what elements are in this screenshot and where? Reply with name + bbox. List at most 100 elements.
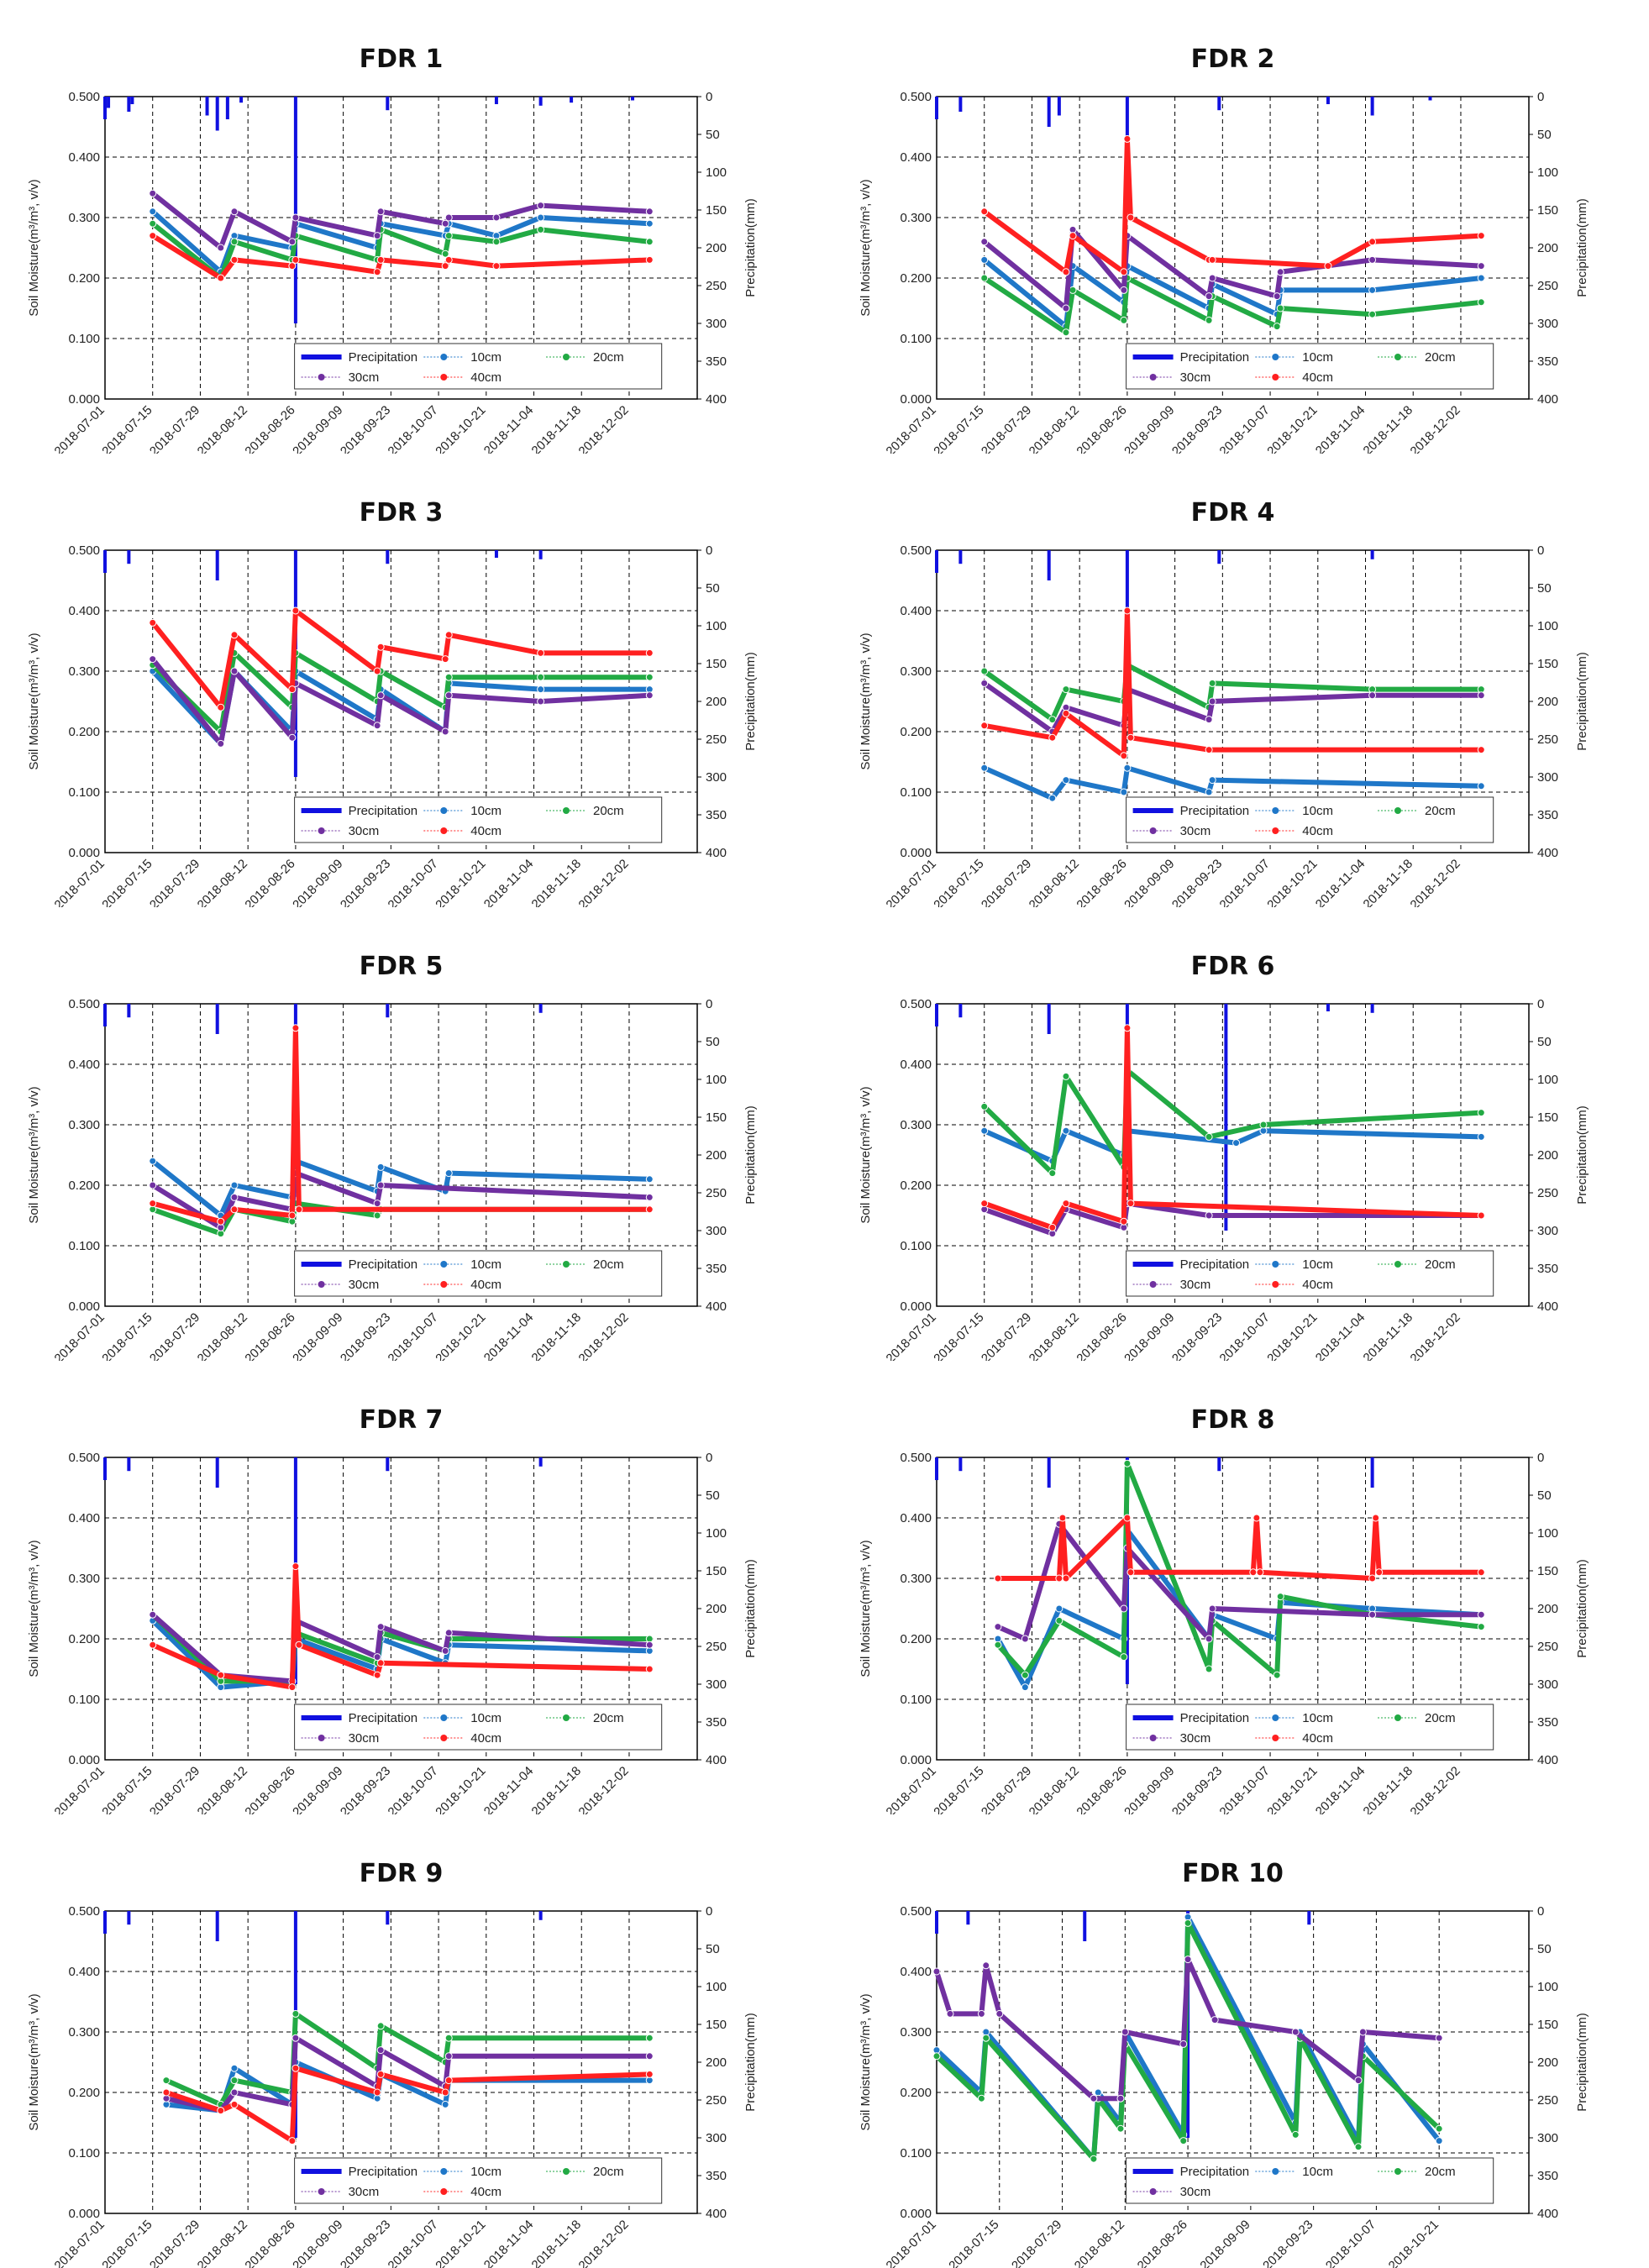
x-tick-label: 2018-10-07 — [386, 403, 441, 454]
data-point — [1021, 1671, 1029, 1679]
data-point — [537, 213, 545, 222]
y2-axis-label: Precipitation(mm) — [743, 1559, 758, 1658]
chart-title: FDR 10 — [1182, 1859, 1284, 1888]
x-tick-label: 2018-11-18 — [1361, 1310, 1415, 1361]
y2-tick-label: 150 — [706, 203, 727, 218]
y2-tick-label: 300 — [1537, 317, 1558, 331]
data-point — [288, 1211, 297, 1220]
data-point — [149, 618, 157, 627]
legend-marker — [440, 827, 448, 834]
data-point — [1368, 1610, 1377, 1619]
data-point — [994, 1641, 1002, 1649]
data-point — [149, 207, 157, 216]
precip-bar — [1047, 1457, 1051, 1488]
x-tick-label: 2018-11-04 — [1313, 1764, 1368, 1814]
y2-tick-label: 250 — [706, 1186, 727, 1200]
precip-bar — [127, 1911, 131, 1925]
data-point — [441, 727, 449, 736]
data-point — [1123, 1514, 1132, 1522]
legend-marker — [1272, 807, 1279, 814]
data-point — [230, 2076, 239, 2085]
x-tick-label: 2018-07-01 — [884, 857, 939, 907]
data-point — [645, 1665, 654, 1673]
y-tick-label: 0.000 — [900, 846, 932, 860]
x-tick-label: 2018-12-02 — [576, 403, 632, 454]
data-point — [230, 667, 239, 675]
x-tick-label: 2018-11-18 — [529, 857, 584, 907]
chart-svg: FDR 10 0.000 0.100 0.200 0.300 0.400 0.500 0 50 1… — [859, 1859, 1589, 2268]
y2-tick-label: 100 — [1537, 619, 1558, 633]
chart-svg: FDR 7 0.000 0.100 0.200 0.300 0.400 0.500 0 50 10… — [27, 1405, 758, 1814]
data-point — [1048, 733, 1057, 742]
series-line-40cm — [984, 608, 1482, 759]
data-point — [1477, 1132, 1485, 1141]
legend-label: Precipitation — [349, 1257, 418, 1272]
x-tick-label: 2018-08-26 — [242, 857, 297, 907]
data-point — [376, 1659, 385, 1667]
y2-tick-label: 150 — [1537, 1564, 1558, 1578]
precip-bar — [935, 550, 938, 573]
legend-marker — [1394, 807, 1401, 814]
chart-panel-9: FDR 9 0.000 0.100 0.200 0.300 0.400 0.500 0 50 10… — [8, 1823, 790, 2268]
y-tick-label: 0.500 — [68, 1904, 100, 1919]
data-point — [149, 1610, 157, 1619]
precip-bar — [958, 1457, 963, 1472]
data-point — [291, 2009, 300, 2018]
x-tick-label: 2018-07-29 — [979, 1310, 1034, 1361]
precip-bar — [215, 1457, 219, 1488]
data-point — [1184, 1956, 1192, 1964]
data-point — [977, 2094, 985, 2103]
y2-tick-label: 300 — [706, 2131, 727, 2145]
y2-tick-label: 300 — [1537, 1677, 1558, 1692]
y-tick-label: 0.500 — [68, 997, 100, 1011]
series-line-10cm — [934, 1914, 1442, 2162]
precip-bar — [1370, 1457, 1374, 1488]
legend-label: 20cm — [593, 2165, 624, 2179]
data-point — [376, 691, 385, 700]
y2-tick-label: 50 — [1537, 581, 1552, 596]
legend-label: 10cm — [470, 1257, 502, 1272]
legend-label: Precipitation — [1180, 350, 1250, 365]
data-point — [1120, 286, 1128, 294]
legend-marker — [1149, 2188, 1157, 2195]
x-tick-label: 2018-07-29 — [1009, 2218, 1064, 2268]
data-point — [1368, 1574, 1377, 1583]
data-point — [230, 2088, 239, 2097]
precip-bar — [494, 550, 498, 558]
x-tick-label: 2018-07-29 — [147, 403, 202, 454]
data-point — [1120, 1604, 1128, 1613]
legend — [294, 1704, 663, 1751]
y2-tick-label: 400 — [1537, 392, 1558, 407]
legend-marker — [318, 2188, 325, 2195]
precip-bar — [1083, 1911, 1087, 1941]
y2-tick-label: 250 — [1537, 732, 1558, 747]
y2-tick-label: 150 — [706, 657, 727, 671]
legend-marker — [1272, 2168, 1279, 2175]
data-point — [1205, 1132, 1213, 1141]
legend-label: 10cm — [470, 1711, 502, 1725]
y2-tick-label: 0 — [706, 543, 712, 558]
data-point — [1291, 2028, 1300, 2036]
data-point — [288, 238, 297, 246]
data-point — [1205, 746, 1213, 754]
y2-tick-label: 250 — [706, 279, 727, 293]
data-point — [645, 219, 654, 228]
x-tick-label: 2018-07-29 — [147, 1310, 202, 1361]
y-tick-label: 0.100 — [68, 332, 100, 346]
legend-marker — [1149, 1281, 1157, 1288]
data-point — [444, 213, 453, 222]
y-tick-label: 0.200 — [900, 1179, 932, 1193]
y-tick-label: 0.500 — [900, 1451, 932, 1465]
legend-label: 30cm — [1180, 2185, 1211, 2199]
y-tick-label: 0.400 — [68, 1511, 100, 1525]
data-point — [980, 238, 989, 246]
y2-tick-label: 200 — [706, 1602, 727, 1616]
precip-bar — [205, 97, 209, 116]
x-tick-label: 2018-10-07 — [1217, 403, 1273, 454]
legend-marker — [1394, 354, 1401, 360]
y-tick-label: 0.500 — [900, 997, 932, 1011]
y-axis-label: Soil Moisture(m³/m³, v/v) — [859, 1540, 873, 1677]
data-point — [1210, 2016, 1219, 2024]
x-tick-label: 2018-08-26 — [1074, 1764, 1129, 1814]
chart-svg: FDR 1 0.000 0.100 0.200 0.300 0.400 0.500 0 50 10… — [27, 45, 758, 454]
